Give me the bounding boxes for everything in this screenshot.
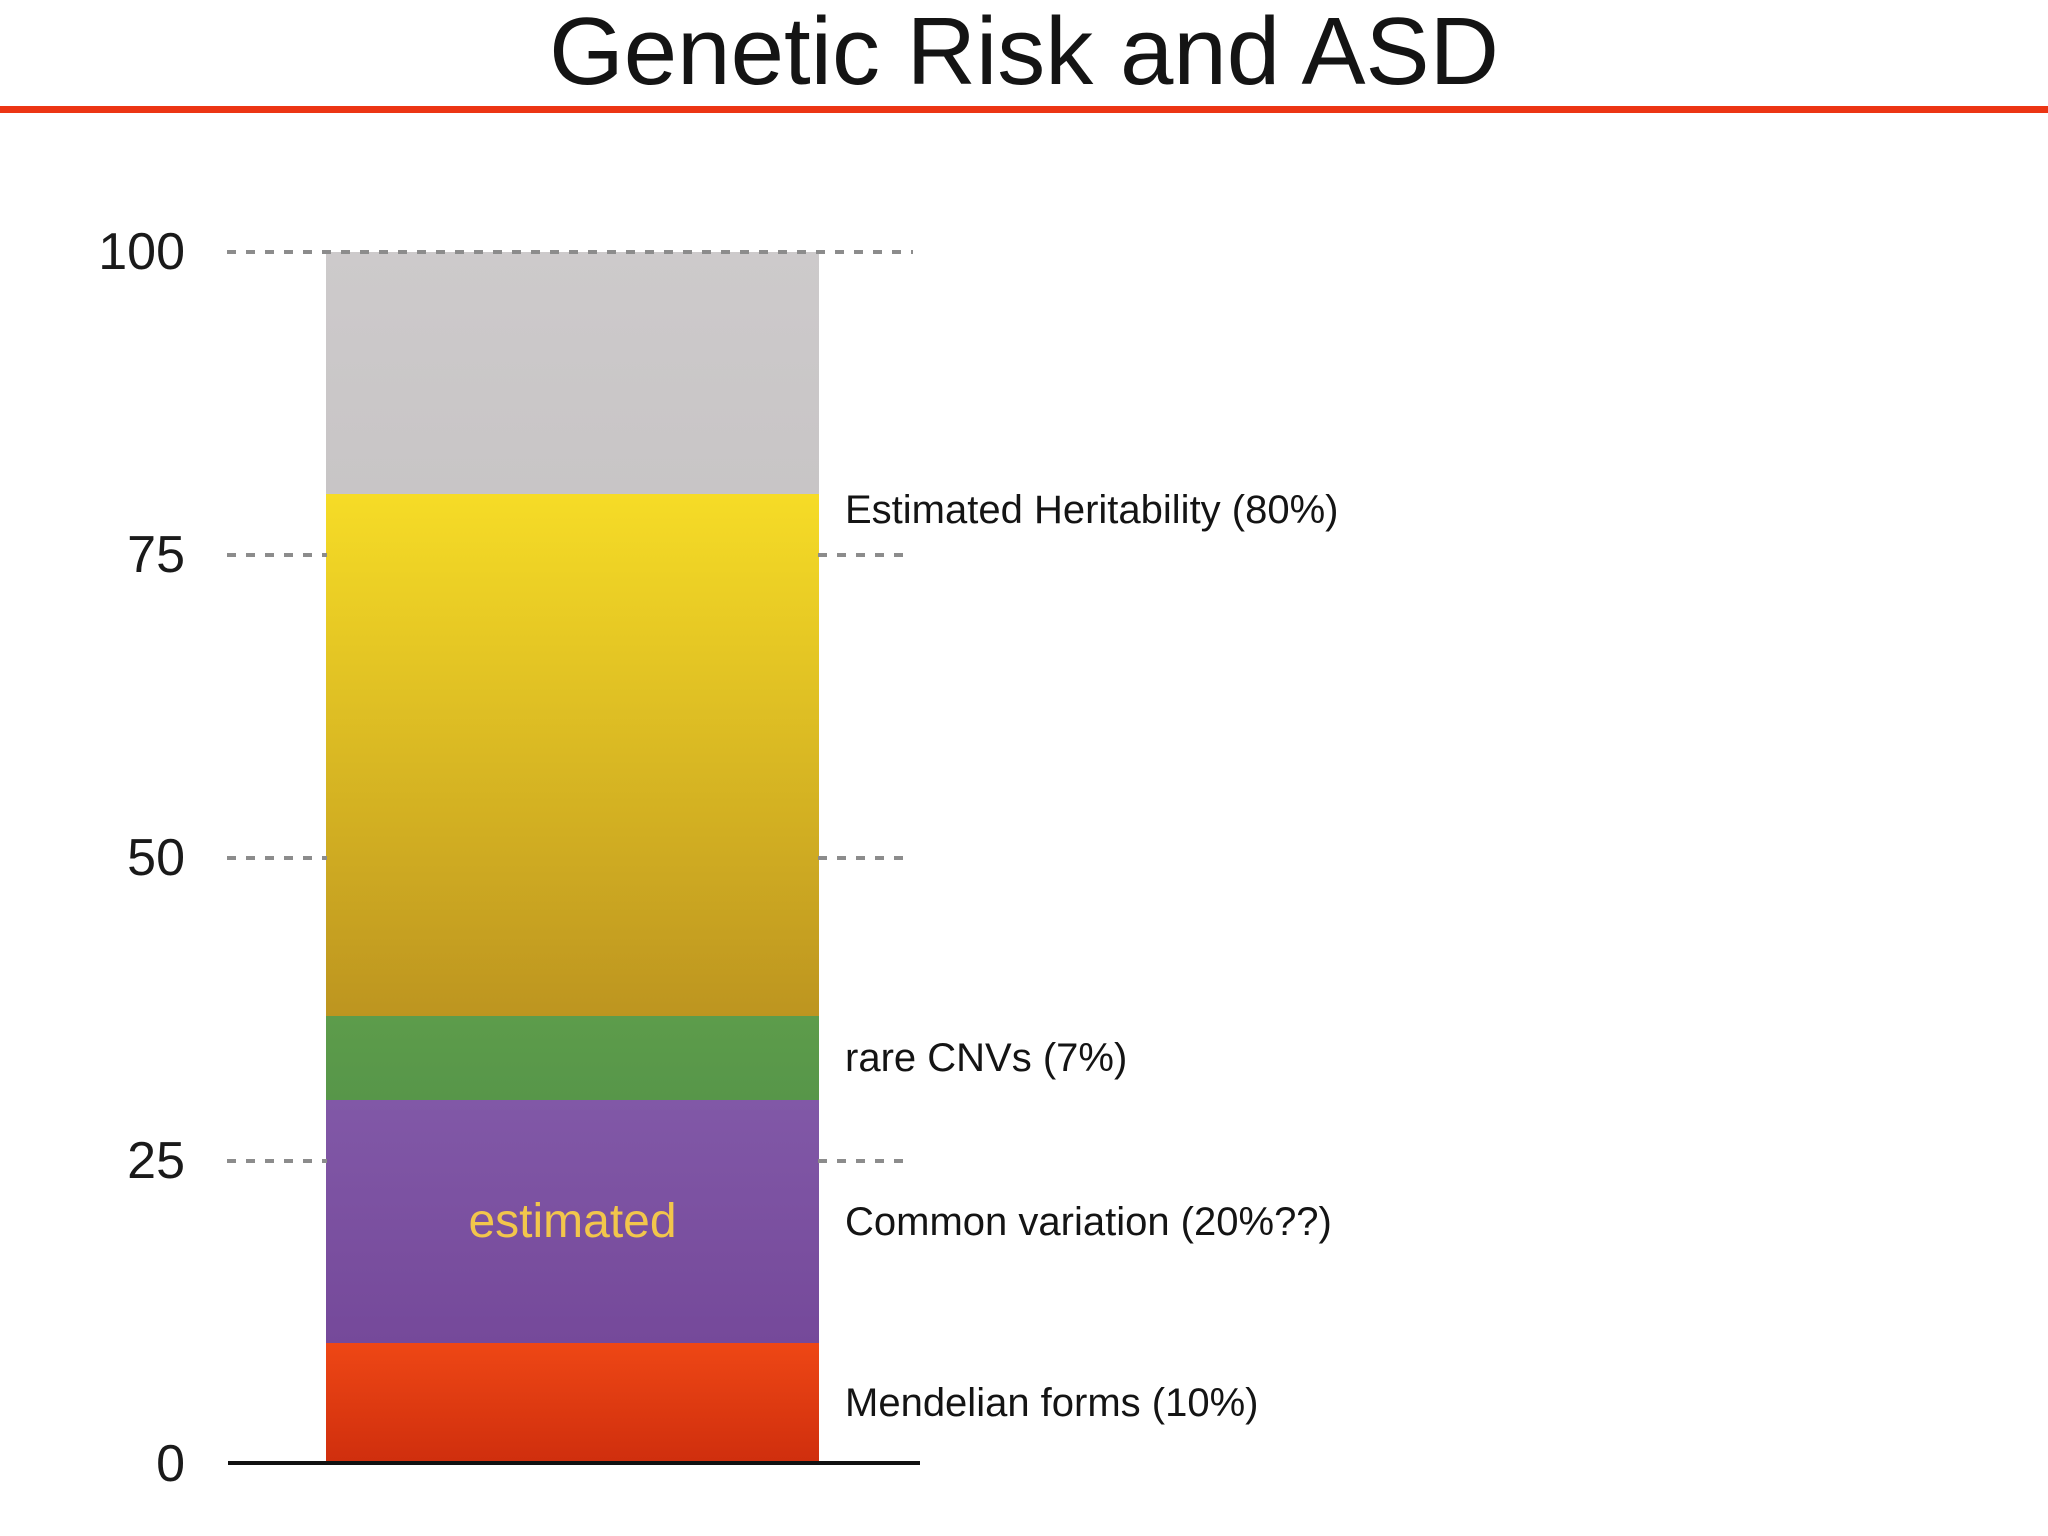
bar-segment-estimated-heritability bbox=[326, 494, 819, 1016]
gridline-75-left bbox=[227, 553, 327, 557]
y-tick-label-100: 100 bbox=[98, 223, 185, 281]
segment-label-rare-cnvs: rare CNVs (7%) bbox=[845, 1035, 1128, 1080]
estimated-annotation: estimated bbox=[468, 1194, 677, 1248]
slide-title: Genetic Risk and ASD bbox=[549, 0, 1499, 105]
gridline-25-left bbox=[227, 1159, 327, 1163]
title-accent-rule bbox=[0, 106, 2048, 113]
y-tick-label-25: 25 bbox=[127, 1132, 185, 1190]
gridline-50-left bbox=[227, 856, 327, 860]
gridline-75-right bbox=[818, 553, 913, 557]
gridline-25-right bbox=[818, 1159, 913, 1163]
y-tick-label-0: 0 bbox=[156, 1435, 185, 1493]
bar-segment-unexplained bbox=[326, 252, 819, 495]
bar-segment-common-variation bbox=[326, 1100, 819, 1343]
gridline-100 bbox=[227, 250, 913, 254]
x-axis-line bbox=[228, 1461, 920, 1465]
bar-segment-rare-cnvs bbox=[326, 1015, 819, 1101]
segment-label-mendelian-forms: Mendelian forms (10%) bbox=[845, 1381, 1259, 1426]
segment-label-estimated-heritability: Estimated Heritability (80%) bbox=[845, 488, 1339, 533]
bar-segment-mendelian-forms bbox=[326, 1342, 819, 1464]
y-tick-label-75: 75 bbox=[127, 526, 185, 584]
y-tick-label-50: 50 bbox=[127, 829, 185, 887]
segment-label-common-variation: Common variation (20%??) bbox=[845, 1199, 1332, 1244]
gridline-50-right bbox=[818, 856, 913, 860]
